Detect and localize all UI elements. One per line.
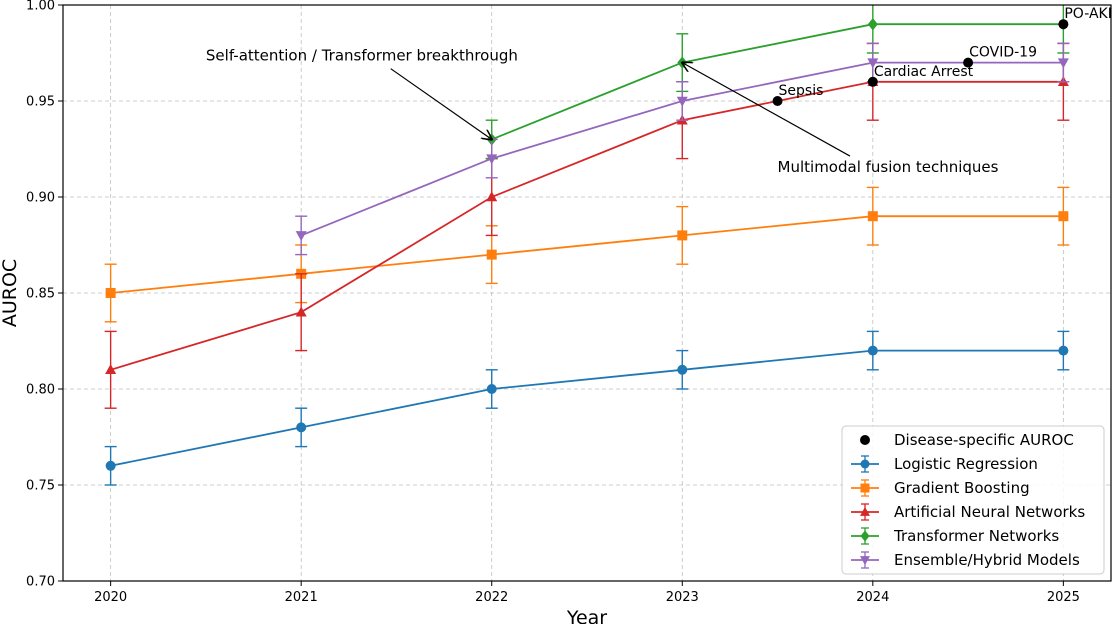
disease-label: Sepsis <box>779 83 824 99</box>
data-point <box>1058 211 1069 222</box>
legend-label: Logistic Regression <box>894 455 1038 473</box>
data-point <box>486 249 497 260</box>
series-logistic-regression <box>104 330 1070 486</box>
data-point <box>295 306 307 317</box>
annotation-layer: Self-attention / Transformer breakthroug… <box>206 47 999 176</box>
legend-label: Gradient Boosting <box>894 479 1030 497</box>
x-tick-label: 2022 <box>475 590 508 605</box>
disease-label: Cardiac Arrest <box>874 64 974 80</box>
annotation-text: Multimodal fusion techniques <box>778 158 999 176</box>
series-line <box>110 80 1064 371</box>
disease-point <box>1058 19 1069 30</box>
axis-layer: 2020 2021 2022 2023 2024 2025 0.70 0.75 0.80 0.85… <box>26 0 1080 605</box>
series-line <box>110 349 1064 467</box>
data-point <box>105 460 116 471</box>
annotation-arrow <box>682 63 851 157</box>
legend-swatch-marker <box>860 483 870 493</box>
legend-swatch-marker <box>860 556 870 566</box>
x-tick-label: 2024 <box>856 590 889 605</box>
data-point <box>867 58 879 69</box>
data-point <box>1058 345 1069 356</box>
series-ensemble-hybrid-models <box>295 42 1070 256</box>
y-tick-label: 0.80 <box>26 383 55 398</box>
x-tick-label: 2021 <box>285 590 318 605</box>
y-tick-label: 0.95 <box>26 95 55 110</box>
disease-point <box>772 96 783 106</box>
x-tick-label: 2023 <box>666 590 699 605</box>
series-line <box>110 215 1064 294</box>
data-point <box>677 364 688 375</box>
legend-swatch-marker <box>860 506 870 516</box>
x-tick-label: 2020 <box>94 590 127 605</box>
y-axis-title: AUROC <box>0 259 21 327</box>
data-point <box>867 345 878 356</box>
y-tick-label: 0.70 <box>26 575 55 590</box>
series-gradient-boosting <box>104 186 1070 323</box>
y-tick-label: 0.90 <box>26 191 55 206</box>
data-point <box>677 230 688 241</box>
disease-point <box>963 57 974 68</box>
disease-label: COVID-19 <box>969 45 1037 61</box>
y-tick-label: 0.85 <box>26 287 55 302</box>
series-artificial-neural-networks <box>104 42 1070 409</box>
x-axis-title: Year <box>566 607 607 624</box>
data-point <box>105 364 117 375</box>
y-tick-label: 0.75 <box>26 479 55 494</box>
annotation-arrow <box>390 68 492 140</box>
legend-label: Ensemble/Hybrid Models <box>894 551 1080 569</box>
disease-label: PO-AKI <box>1064 6 1111 22</box>
data-point <box>296 422 307 433</box>
legend-swatch-disease <box>860 435 870 445</box>
legend: Disease-specific AUROC Logistic Regressio… <box>841 425 1105 575</box>
x-tick-label: 2025 <box>1047 590 1080 605</box>
legend-label: Disease-specific AUROC <box>894 431 1074 449</box>
disease-points-layer: Sepsis Cardiac Arrest COVID-19 PO-AKI <box>772 6 1112 106</box>
data-point <box>295 231 307 242</box>
legend-label: Artificial Neural Networks <box>894 503 1085 521</box>
legend-swatch-marker <box>860 530 870 542</box>
disease-point <box>867 76 878 87</box>
data-point <box>486 384 497 394</box>
data-point <box>676 96 688 107</box>
data-point <box>867 211 878 222</box>
legend-label: Transformer Networks <box>893 527 1059 545</box>
data-point <box>486 191 498 202</box>
annotation-text: Self-attention / Transformer breakthroug… <box>206 47 518 65</box>
series-line <box>491 23 1064 141</box>
legend-swatch-marker <box>860 459 870 469</box>
data-point <box>105 288 116 298</box>
data-point <box>1057 58 1069 69</box>
data-point <box>486 154 498 165</box>
legend-box <box>841 425 1105 575</box>
y-tick-label: 1.00 <box>26 0 55 14</box>
data-point <box>867 17 878 31</box>
